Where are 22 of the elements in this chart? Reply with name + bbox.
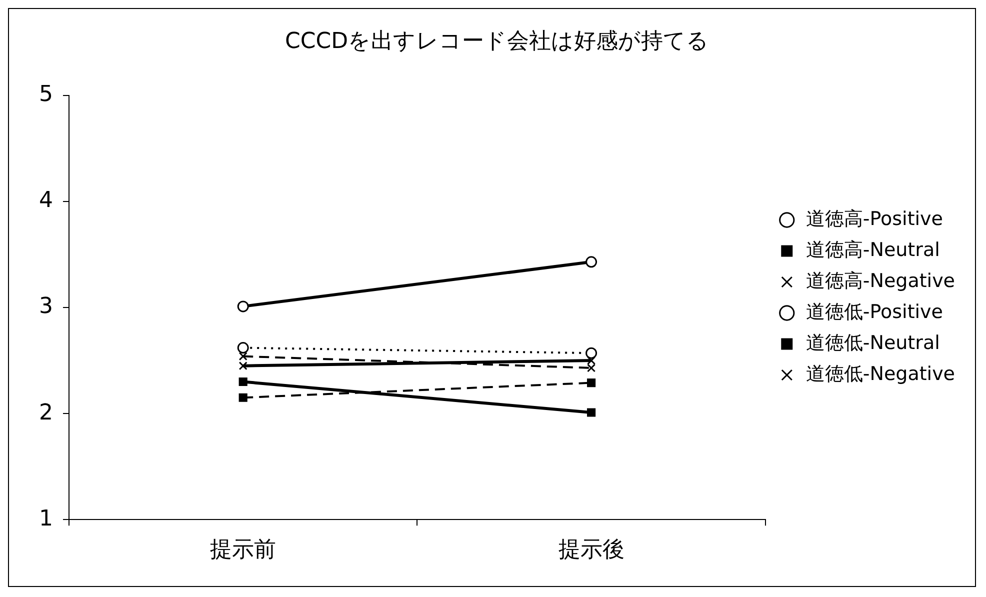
y-tick-label: 2	[38, 400, 53, 426]
point	[237, 300, 249, 312]
y-tick-label: 1	[38, 506, 53, 532]
legend-label: 道徳低-Positive	[806, 300, 943, 323]
chart-title: CCCDを出すレコード会社は好感が持てる	[284, 28, 710, 54]
point	[586, 256, 598, 268]
point	[238, 393, 248, 402]
legend-label: 道徳低-Neutral	[806, 332, 940, 354]
point	[238, 377, 248, 386]
point	[237, 342, 249, 354]
x-tick-label: 提示後	[558, 538, 624, 563]
point	[586, 408, 596, 417]
legend-label: 道徳高-Positive	[806, 208, 943, 230]
legend-label: 道徳低-Negative	[806, 362, 955, 385]
point	[586, 378, 596, 388]
legend-label: 道徳高-Neutral	[806, 238, 940, 261]
y-tick-label: 4	[38, 188, 53, 214]
y-tick-label: 5	[38, 82, 53, 108]
legend-label: 道徳高-Negative	[806, 270, 955, 292]
y-tick-label: 3	[38, 294, 53, 320]
x-tick-label: 提示前	[210, 538, 276, 563]
point	[586, 347, 598, 359]
